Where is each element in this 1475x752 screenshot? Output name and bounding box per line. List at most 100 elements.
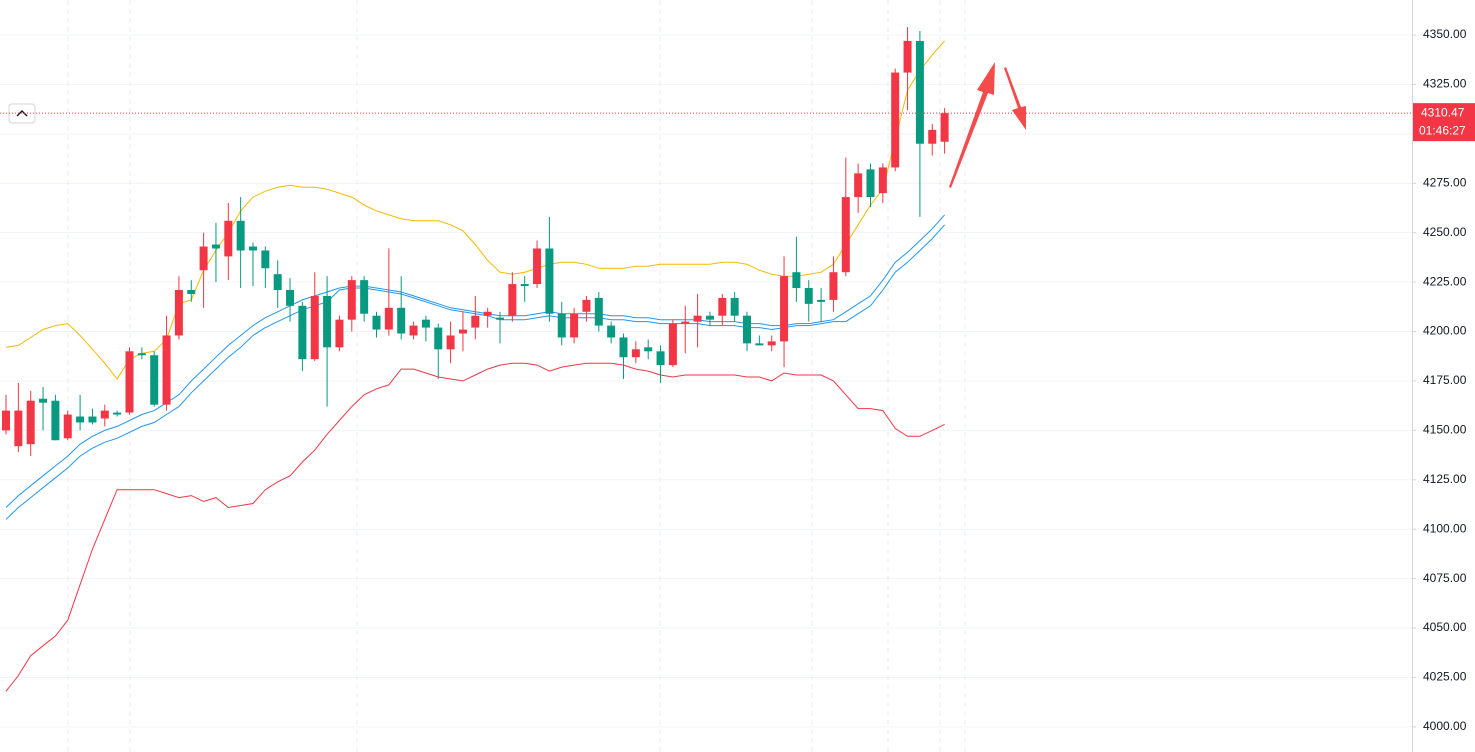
last-price-box	[1413, 103, 1475, 142]
candle-body	[533, 248, 542, 285]
candle-body	[63, 414, 72, 439]
y-tick-label: 4100.00	[1423, 521, 1467, 535]
candle-body	[792, 272, 801, 289]
candle-body	[384, 307, 393, 330]
collapse-button-icon[interactable]	[16, 110, 28, 117]
candle-body	[125, 351, 134, 413]
candle-body	[607, 325, 616, 338]
arrow-up	[949, 62, 995, 188]
candle-body	[755, 343, 764, 346]
candle-body	[51, 400, 60, 441]
candle-body	[570, 313, 579, 338]
candle-body	[940, 113, 949, 142]
y-tick-label: 4050.00	[1423, 620, 1467, 634]
candle-body	[483, 311, 492, 316]
candle-body	[434, 327, 443, 350]
candle-body	[224, 220, 233, 257]
candle-body	[928, 129, 937, 144]
arrow-down	[1004, 67, 1026, 130]
candle-body	[187, 290, 196, 294]
candle-body	[397, 307, 406, 334]
candle-body	[545, 248, 554, 314]
candle-body	[866, 169, 875, 198]
candle-body	[730, 297, 739, 316]
candle-body	[236, 220, 245, 251]
candle-body	[891, 72, 900, 168]
y-tick-label: 4125.00	[1423, 472, 1467, 486]
candle-body	[656, 351, 665, 366]
candle-body	[767, 341, 776, 346]
candle-body	[718, 297, 727, 316]
candle-body	[817, 299, 826, 302]
candle-body	[446, 335, 455, 350]
candle-body	[496, 317, 504, 320]
indicator-line	[5, 214, 945, 508]
grid	[0, 34, 1412, 728]
candle-body	[26, 400, 35, 445]
candle-body	[249, 246, 257, 251]
candle-body	[100, 410, 109, 419]
candle-body	[854, 173, 863, 198]
annotation-arrows	[949, 62, 1026, 188]
candle-body	[631, 349, 640, 358]
candle-body	[594, 297, 603, 326]
candle-body	[162, 335, 171, 405]
candle-body	[644, 347, 653, 352]
candle-body	[39, 398, 48, 403]
candle-body	[310, 295, 319, 360]
indicator-line	[5, 40, 945, 380]
candle-body	[508, 284, 517, 316]
candle-body	[150, 355, 159, 405]
candle-body	[211, 244, 220, 249]
candle-body	[743, 315, 751, 344]
candle-body	[915, 40, 924, 144]
candle-body	[557, 313, 566, 338]
indicator-line	[5, 362, 945, 692]
candle-body	[705, 315, 714, 320]
candle-body	[14, 410, 23, 447]
candle-body	[335, 319, 344, 348]
candle-body	[582, 299, 591, 312]
candle-body	[347, 280, 356, 320]
last-price-label: 4310.47	[1421, 105, 1465, 119]
indicator-line	[5, 224, 945, 520]
y-tick-label: 4075.00	[1423, 571, 1467, 585]
y-tick-label: 4150.00	[1423, 423, 1467, 437]
candle-body	[668, 323, 677, 366]
candle-body	[841, 197, 850, 273]
y-tick-label: 4275.00	[1423, 175, 1467, 189]
candle-body	[903, 40, 912, 73]
candle-body	[298, 305, 307, 360]
candle-body	[113, 412, 122, 415]
candle-body	[199, 246, 208, 271]
candle-body	[458, 329, 467, 334]
candle-body	[829, 272, 838, 300]
candle-body	[323, 295, 332, 348]
y-tick-label: 4200.00	[1423, 324, 1467, 338]
candle-body	[421, 319, 430, 328]
y-tick-label: 4250.00	[1423, 225, 1467, 239]
candle-body	[619, 337, 628, 358]
candle-body	[693, 315, 702, 322]
candle-body	[372, 315, 381, 330]
y-tick-label: 4000.00	[1423, 719, 1467, 733]
y-tick-label: 4175.00	[1423, 373, 1467, 387]
candle-body	[520, 284, 529, 287]
candle-body	[2, 410, 10, 431]
countdown-label: 01:46:27	[1419, 123, 1466, 137]
candle-body	[174, 290, 183, 336]
candle-body	[88, 416, 97, 423]
y-tick-label: 4350.00	[1423, 27, 1467, 41]
candle-body	[878, 167, 887, 194]
candle-body	[780, 276, 789, 342]
candle-body	[804, 288, 813, 304]
y-tick-label: 4225.00	[1423, 274, 1467, 288]
y-tick-label: 4025.00	[1423, 670, 1467, 684]
candle-body	[273, 274, 282, 291]
candle-body	[681, 321, 690, 324]
candle-body	[409, 325, 418, 336]
candle-body	[471, 315, 480, 328]
candle-body	[360, 280, 369, 314]
candle-body	[137, 353, 146, 356]
